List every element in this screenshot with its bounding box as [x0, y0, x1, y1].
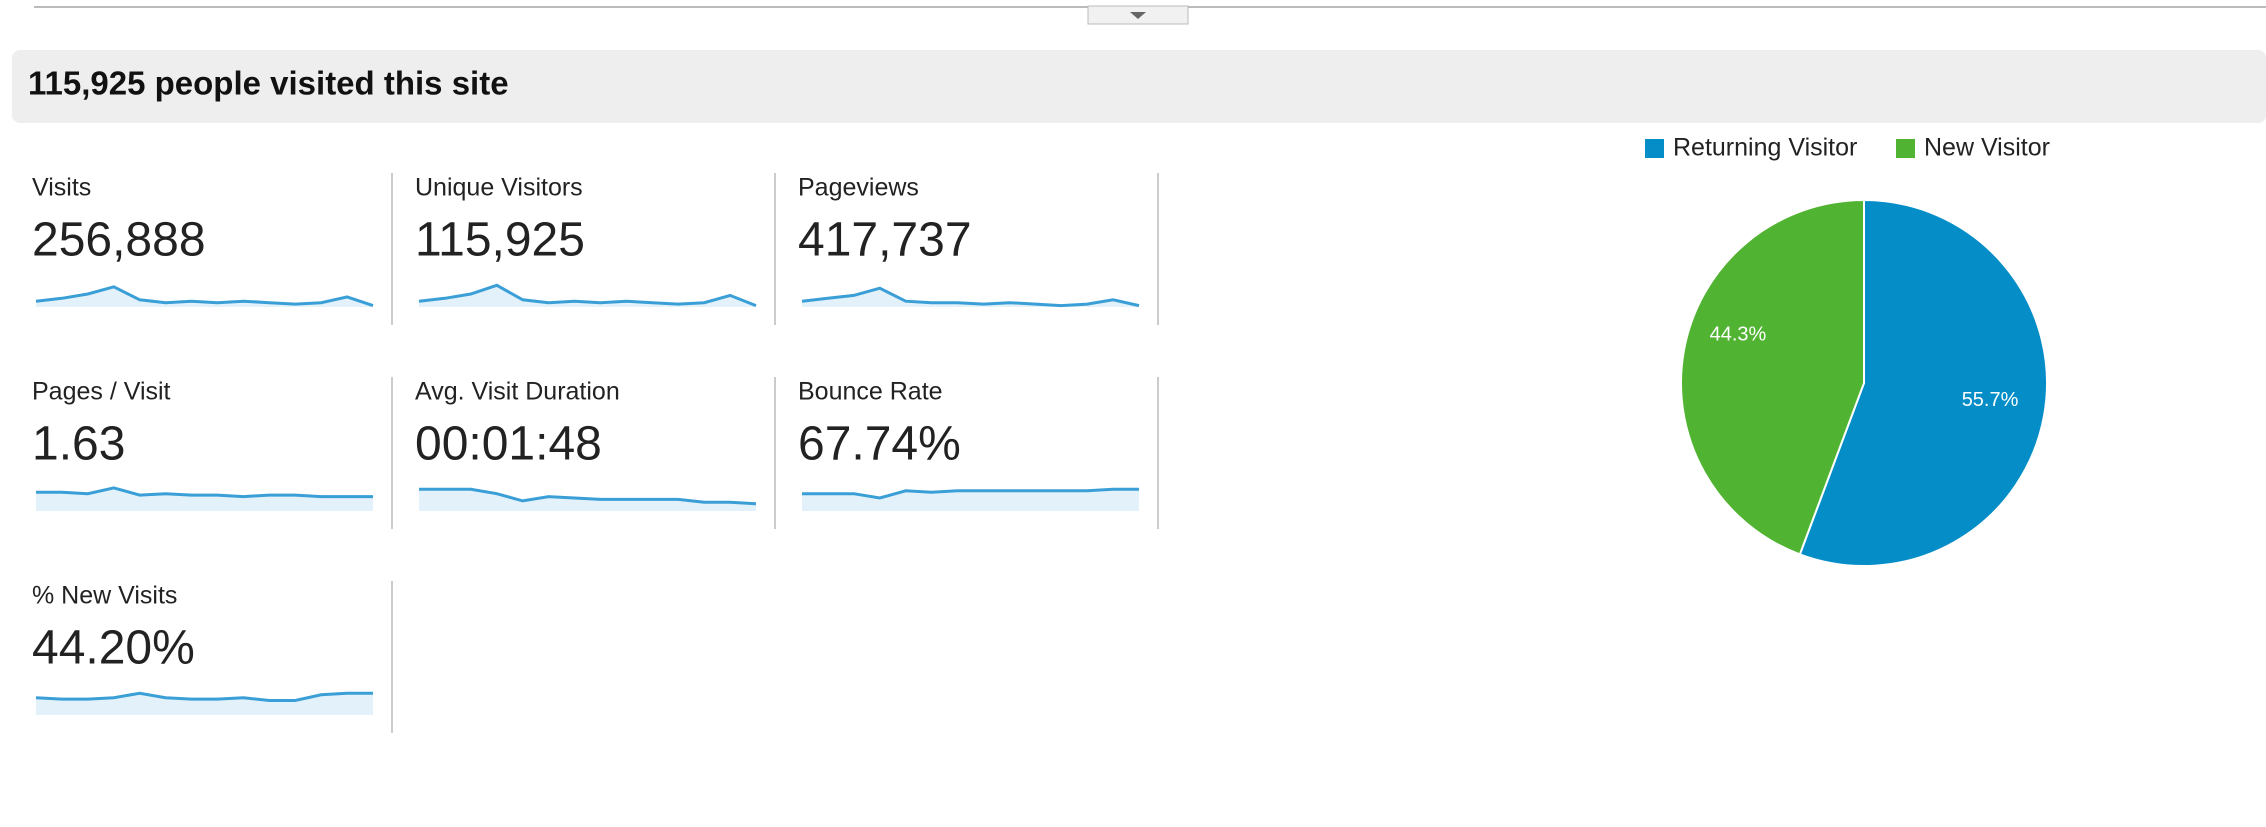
sparkline [802, 487, 1139, 500]
metric-label: Pages / Visit [32, 378, 171, 406]
metric-label: Visits [32, 174, 91, 202]
slice-label: 44.3% [1710, 323, 1767, 345]
sparkline-area [802, 489, 1139, 511]
legend-swatch [1645, 139, 1664, 158]
sparkline [35, 285, 374, 308]
metric-value: 44.20% [32, 622, 195, 675]
metric-value: 115,925 [415, 214, 585, 267]
metric-label: Unique Visitors [415, 174, 583, 202]
metric-label: % New Visits [32, 582, 177, 610]
sparkline-area [36, 286, 373, 307]
header-bar [12, 50, 2266, 123]
metric-value: 00:01:48 [415, 418, 602, 471]
metric-label: Bounce Rate [798, 378, 943, 406]
slice-label: 55.7% [1962, 389, 2019, 411]
legend-swatch [1896, 139, 1915, 158]
metric-value: 1.63 [32, 418, 125, 471]
sparkline-area [36, 487, 373, 511]
sparkline [35, 691, 373, 702]
sparkline-area [419, 285, 756, 307]
metric-label: Avg. Visit Duration [415, 378, 620, 406]
sparkline-area [36, 693, 373, 715]
metric-value: 67.74% [798, 418, 961, 471]
legend-label: Returning Visitor [1673, 134, 1857, 162]
pie-slice [1679, 198, 1865, 556]
metric-label: Pageviews [798, 174, 919, 202]
pie-slice [1798, 198, 2048, 567]
sparkline [801, 286, 1140, 308]
metric-value: 256,888 [32, 214, 206, 267]
legend-label: New Visitor [1924, 134, 2050, 162]
sparkline [419, 487, 757, 506]
sparkline [418, 283, 757, 307]
sparkline [36, 486, 373, 499]
header-title: 115,925 people visited this site [28, 65, 509, 102]
metric-value: 417,737 [798, 214, 972, 267]
collapse-arrow [1130, 12, 1146, 19]
